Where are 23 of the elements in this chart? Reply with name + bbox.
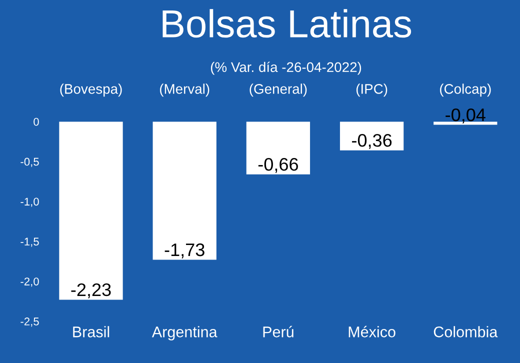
data-label: -0,66 (258, 158, 298, 173)
chart-subtitle: (% Var. día -26-04-2022) (210, 62, 362, 75)
y-tick-label: -1,0 (20, 198, 39, 207)
y-tick-label: -0,5 (20, 158, 39, 167)
data-label: -1,73 (164, 243, 204, 258)
data-label: -2,23 (71, 283, 111, 298)
x-tick-label: Perú (263, 326, 294, 338)
text: (Bovespa) (60, 84, 122, 97)
text: (General) (250, 84, 307, 97)
x-tick-label: Colombia (434, 326, 498, 338)
text: (IPC) (356, 84, 388, 97)
x-tick-label: Brasil (73, 326, 110, 338)
y-tick-label: -1,5 (20, 238, 39, 247)
text: (Merval) (160, 84, 210, 97)
text: (Colcap) (440, 84, 491, 97)
data-label: -0,36 (352, 134, 392, 149)
x-tick-label: Argentina (152, 326, 218, 340)
y-tick-label: 0 (34, 118, 39, 126)
chart-title: Bolsas Latinas (162, 9, 412, 38)
data-label: -0,04 (446, 108, 486, 124)
x-tick-label: México (348, 326, 396, 338)
y-tick-label: -2,0 (20, 278, 39, 287)
y-tick-label: -2,5 (20, 318, 39, 327)
